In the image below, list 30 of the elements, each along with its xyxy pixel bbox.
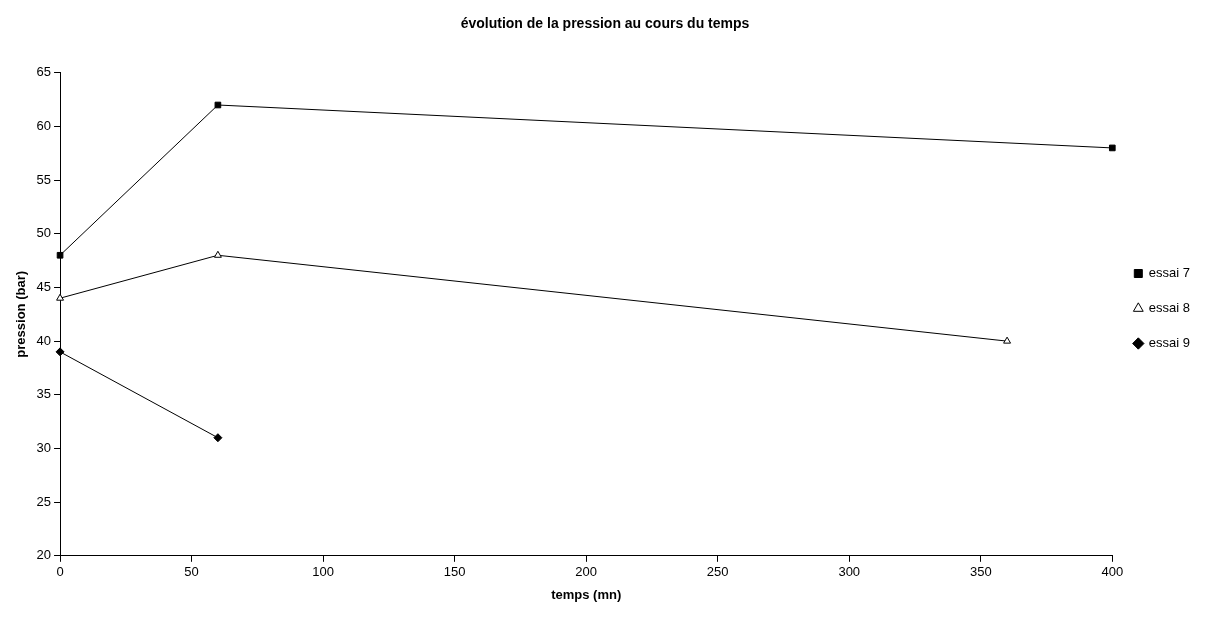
y-tick-label: 35 — [36, 386, 52, 402]
y-tick-label: 20 — [36, 547, 52, 563]
legend-label: essai 9 — [1148, 335, 1191, 351]
y-tick-label: 65 — [36, 64, 52, 80]
x-tick-label: 200 — [575, 564, 598, 580]
x-tick-label: 0 — [56, 564, 64, 580]
x-tick-label: 150 — [443, 564, 466, 580]
x-tick-label: 50 — [184, 564, 199, 580]
y-tick-label: 60 — [36, 118, 52, 134]
y-tick-label: 50 — [36, 225, 52, 241]
x-tick-label: 250 — [706, 564, 729, 580]
x-tick-label: 350 — [969, 564, 992, 580]
y-tick-label: 45 — [36, 279, 52, 295]
y-tick-label: 40 — [36, 332, 52, 348]
point — [55, 347, 65, 357]
x-tick-label: 100 — [312, 564, 334, 580]
y-axis-title: pression (bar) — [13, 270, 29, 358]
point — [214, 101, 222, 109]
legend-label: essai 7 — [1148, 265, 1191, 281]
y-tick-label: 25 — [36, 493, 52, 509]
x-axis-title: temps (mn) — [551, 586, 622, 602]
point — [56, 251, 64, 259]
y-tick-label: 55 — [36, 171, 52, 187]
y-tick-label: 30 — [36, 440, 52, 456]
x-tick-label: 300 — [838, 564, 861, 580]
point — [1108, 144, 1116, 152]
chart-title: évolution de la pression au cours du temps — [460, 15, 750, 32]
x-tick-label: 400 — [1101, 564, 1124, 580]
point — [213, 433, 223, 443]
legend-label: essai 8 — [1148, 300, 1191, 316]
